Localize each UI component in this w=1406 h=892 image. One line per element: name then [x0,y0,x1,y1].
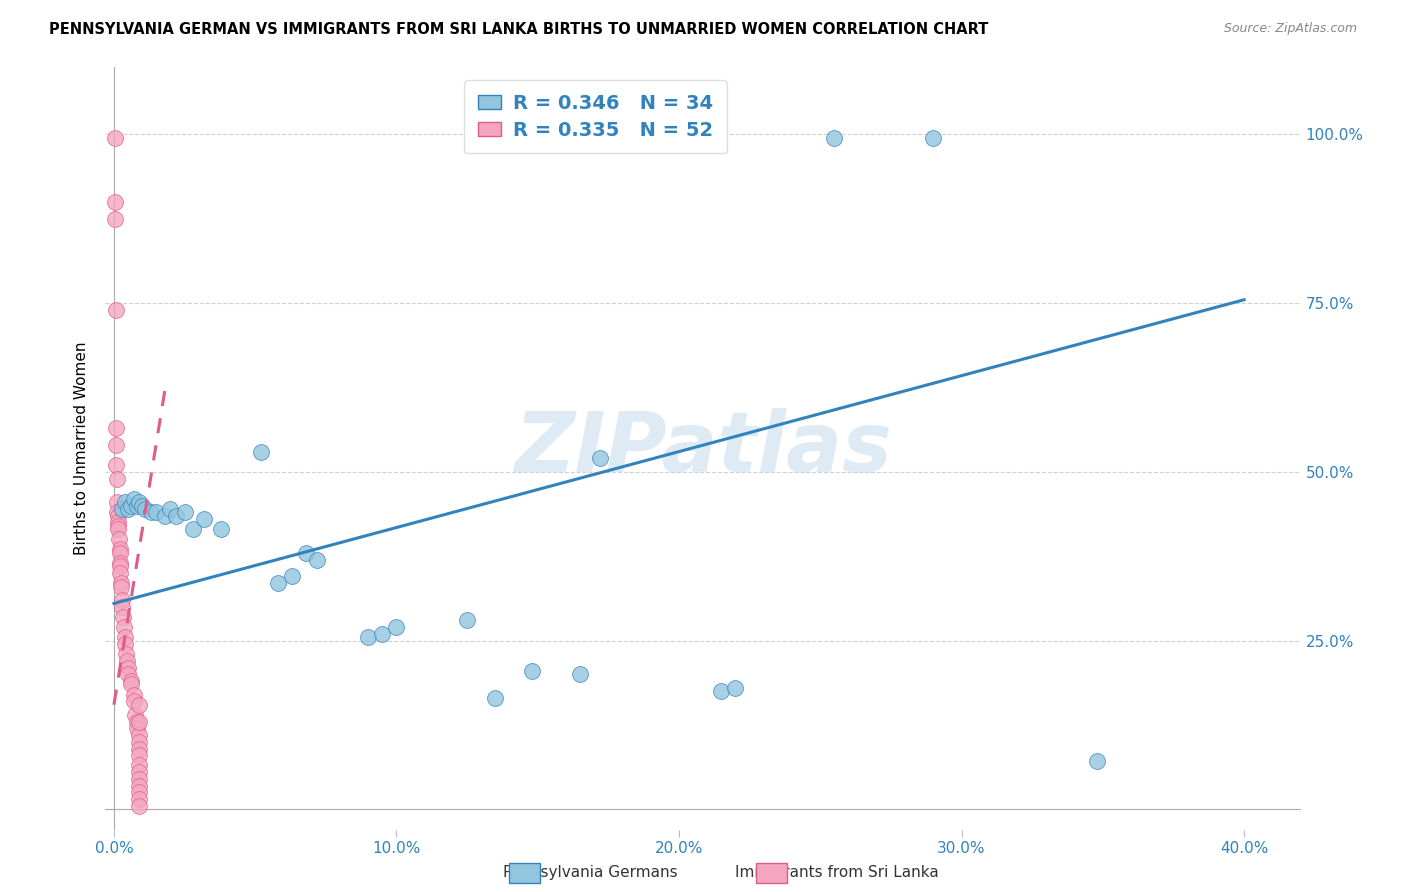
Point [114,647,136,661]
Point [120,499,142,513]
Point [165,508,187,523]
Point [128,779,150,793]
Point [108,559,131,574]
Point [128,758,150,772]
Point [104,211,127,226]
Point [107,519,129,533]
Point [181,522,204,536]
Point [125,499,148,513]
Text: PENNSYLVANIA GERMAN VS IMMIGRANTS FROM SRI LANKA BIRTHS TO UNMARRIED WOMEN CORRE: PENNSYLVANIA GERMAN VS IMMIGRANTS FROM S… [49,22,988,37]
Point [122,491,145,506]
Point [104,302,127,317]
Point [107,522,129,536]
Point [385,620,408,634]
Point [128,799,150,814]
Point [124,707,146,722]
Point [128,741,150,756]
Point [110,566,132,580]
Point [128,495,150,509]
Point [128,792,150,806]
Point [114,495,136,509]
Point [108,546,131,560]
Point [589,451,612,466]
Point [128,785,150,799]
Point [111,599,134,614]
Point [117,667,139,681]
Point [115,654,138,668]
Point [110,576,132,591]
Point [104,130,127,145]
Point [823,130,845,145]
Point [120,674,142,689]
Point [267,576,290,591]
Point [139,505,162,519]
Text: Pennsylvania Germans: Pennsylvania Germans [503,865,678,880]
Point [104,421,127,435]
Point [105,505,128,519]
Legend: R = 0.346   N = 34, R = 0.335   N = 52: R = 0.346 N = 34, R = 0.335 N = 52 [464,80,727,153]
Point [295,546,318,560]
Point [307,552,329,566]
Point [153,508,176,523]
Point [114,630,136,644]
Point [173,505,195,519]
Point [105,472,128,486]
Point [371,627,394,641]
Point [1085,754,1108,768]
Point [128,735,150,749]
Y-axis label: Births to Unmarried Women: Births to Unmarried Women [75,342,90,555]
Point [357,630,380,644]
Point [520,664,543,678]
Point [111,502,134,516]
Point [128,772,150,786]
Point [108,533,131,547]
Point [128,714,150,729]
Point [107,516,129,530]
Point [128,748,150,763]
Point [117,660,139,674]
Point [108,542,131,557]
Text: ZIPatlas: ZIPatlas [515,408,891,489]
Point [193,512,215,526]
Point [484,690,506,705]
Point [117,502,139,516]
Point [281,569,304,583]
Point [145,505,167,519]
Point [128,765,150,780]
Point [120,677,142,691]
Point [105,438,128,452]
Point [710,684,733,698]
Point [111,610,134,624]
Point [125,722,148,736]
Point [922,130,945,145]
Point [105,495,128,509]
Text: Immigrants from Sri Lanka: Immigrants from Sri Lanka [735,865,938,880]
Point [456,613,478,627]
Point [131,499,153,513]
Point [122,694,145,708]
Point [108,556,131,570]
Point [134,502,156,516]
Point [110,580,132,594]
Point [122,688,145,702]
Point [104,194,127,209]
Point [107,508,129,523]
Point [128,728,150,742]
Point [128,698,150,712]
Point [250,444,273,458]
Point [159,502,181,516]
Text: Source: ZipAtlas.com: Source: ZipAtlas.com [1223,22,1357,36]
Point [114,637,136,651]
Point [125,714,148,729]
Point [112,620,135,634]
Point [105,458,128,472]
Point [724,681,747,695]
Point [569,667,592,681]
Point [111,593,134,607]
Point [209,522,232,536]
